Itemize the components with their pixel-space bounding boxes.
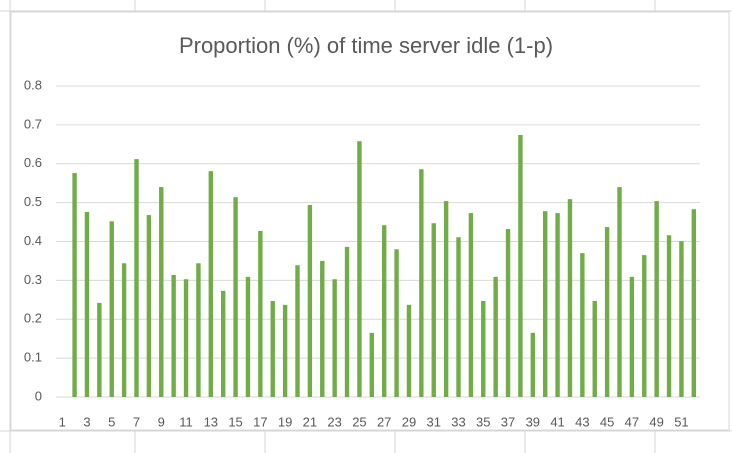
bar: [84, 211, 90, 397]
bar: [679, 241, 684, 397]
bar: [97, 302, 102, 397]
bar: [245, 276, 251, 397]
x-tick-label: 25: [352, 414, 366, 429]
x-tick-label: 15: [228, 414, 242, 429]
bar: [394, 249, 399, 397]
bar: [307, 204, 313, 397]
x-tick-label: 41: [550, 414, 564, 429]
bar: [320, 260, 325, 397]
bar: [530, 332, 536, 397]
x-tick-label: 1: [59, 414, 66, 429]
bar: [592, 300, 597, 397]
bar: [654, 201, 659, 397]
x-tick-label: 19: [278, 414, 292, 429]
y-tick-label: 0.2: [24, 311, 42, 326]
bar: [344, 246, 350, 397]
bar: [270, 300, 275, 397]
x-tick-label: 35: [476, 414, 490, 429]
x-tick-label: 21: [303, 414, 317, 429]
bar: [357, 141, 362, 397]
bar: [419, 169, 424, 397]
x-tick-label: 39: [526, 414, 540, 429]
bar: [183, 279, 189, 397]
bar: [282, 304, 288, 397]
bar: [159, 187, 164, 397]
bar: [431, 223, 436, 397]
bar: [604, 227, 610, 397]
bar: [580, 253, 585, 397]
x-tick-label: 5: [108, 414, 115, 429]
bar: [617, 187, 622, 397]
y-tick-label: 0: [35, 388, 42, 403]
bar: [555, 213, 560, 397]
bar: [109, 221, 114, 397]
x-tick-label: 23: [327, 414, 341, 429]
bar: [233, 197, 238, 397]
bar: [691, 209, 697, 397]
bar: [505, 229, 511, 397]
bar: [196, 263, 201, 397]
bar: [72, 173, 77, 397]
x-tick-label: 7: [133, 414, 140, 429]
bar: [493, 276, 498, 397]
bar: [134, 159, 139, 397]
bar: [518, 134, 523, 398]
bar: [642, 255, 647, 397]
x-tick-label: 49: [649, 414, 663, 429]
x-tick-label: 17: [253, 414, 267, 429]
x-tick-label: 51: [674, 414, 688, 429]
bar: [258, 231, 263, 397]
bar: [481, 300, 486, 397]
bar: [369, 332, 375, 397]
bar: [295, 265, 300, 397]
y-tick-label: 0.5: [24, 194, 42, 209]
x-tick-label: 43: [575, 414, 589, 429]
y-tick-label: 0.3: [24, 272, 42, 287]
bar: [332, 279, 337, 397]
y-tick-label: 0.1: [24, 350, 42, 365]
bar: [381, 225, 387, 397]
bar: [629, 276, 635, 397]
x-tick-label: 29: [402, 414, 416, 429]
y-tick-label: 0.7: [24, 116, 42, 131]
x-tick-label: 9: [158, 414, 165, 429]
bar: [542, 211, 548, 397]
y-tick-label: 0.8: [24, 77, 42, 92]
x-tick-label: 47: [625, 414, 639, 429]
bar: [443, 201, 449, 397]
bar: [456, 237, 461, 397]
bar: [468, 213, 474, 397]
bar: [567, 199, 573, 397]
bar: [121, 263, 127, 397]
x-tick-label: 31: [426, 414, 440, 429]
bar: [406, 304, 412, 397]
bar: [208, 171, 214, 397]
x-tick-label: 45: [600, 414, 614, 429]
bar: [666, 235, 672, 397]
x-tick-label: 3: [83, 414, 90, 429]
x-tick-label: 11: [179, 414, 193, 429]
bar: [220, 290, 226, 397]
chart-title: Proportion (%) of time server idle (1-p): [179, 33, 553, 58]
y-tick-label: 0.6: [24, 155, 42, 170]
x-tick-label: 33: [451, 414, 465, 429]
x-tick-label: 13: [204, 414, 218, 429]
x-tick-label: 27: [377, 414, 391, 429]
x-tick-label: 37: [501, 414, 515, 429]
y-tick-label: 0.4: [24, 233, 42, 248]
bar: [146, 215, 152, 397]
bar: [171, 274, 176, 397]
